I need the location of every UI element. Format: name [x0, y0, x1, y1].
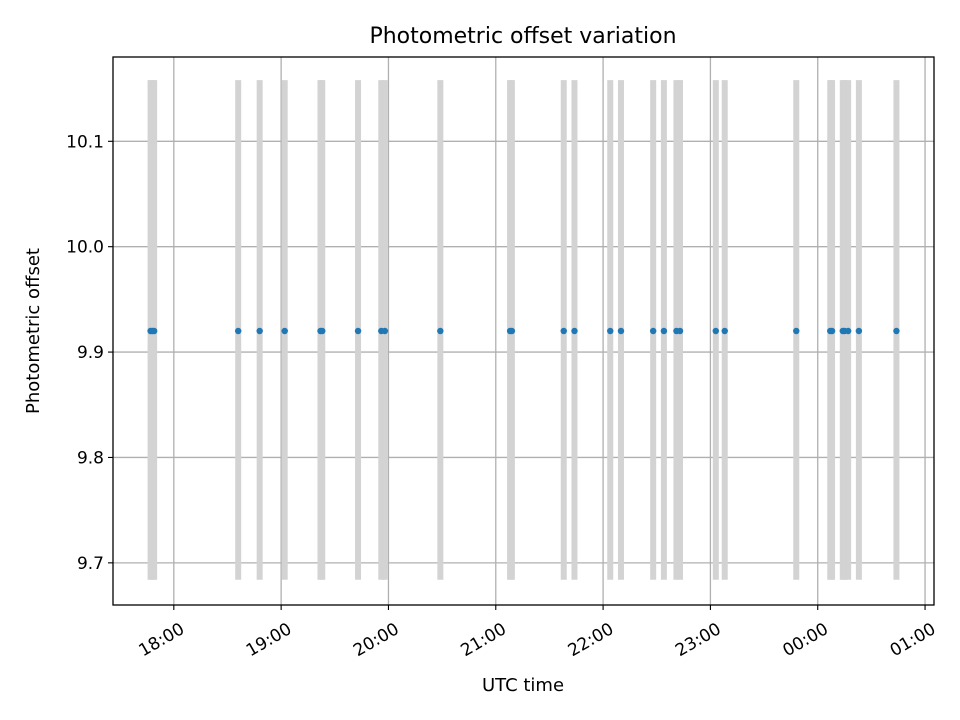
- chart-title: Photometric offset variation: [369, 24, 676, 49]
- y-tick-label: 10.1: [66, 132, 104, 152]
- data-point: [617, 327, 625, 335]
- data-point: [649, 327, 657, 335]
- data-point: [712, 327, 719, 335]
- y-axis-label: Photometric offset: [23, 248, 44, 414]
- data-point: [560, 327, 567, 335]
- tick-layer: 18:00 19:00 20:00 21:00 22:00 23:00 00:00 01:00…: [66, 132, 939, 661]
- data-point: [381, 327, 389, 335]
- data-point: [354, 327, 362, 335]
- data-point: [571, 327, 578, 335]
- x-tick-label: 18:00: [136, 619, 188, 661]
- data-point: [855, 327, 863, 335]
- data-point: [150, 327, 158, 335]
- data-point: [844, 327, 852, 335]
- data-point: [828, 327, 836, 335]
- data-point: [508, 327, 516, 335]
- data-point: [676, 327, 684, 335]
- data-point: [893, 327, 900, 335]
- data-point: [319, 327, 326, 335]
- x-tick-label: 00:00: [779, 619, 831, 661]
- y-tick-label: 10.0: [66, 238, 104, 258]
- x-tick-label: 23:00: [672, 619, 724, 661]
- x-tick-label: 01:00: [887, 619, 939, 661]
- x-tick-label: 20:00: [350, 619, 402, 661]
- x-axis-label: UTC time: [482, 675, 564, 696]
- data-point: [721, 327, 728, 335]
- data-point: [660, 327, 668, 335]
- data-point: [607, 327, 614, 335]
- y-tick-label: 9.9: [77, 343, 104, 363]
- x-tick-label: 21:00: [457, 619, 509, 661]
- x-tick-label: 19:00: [243, 619, 295, 661]
- data-point: [793, 327, 800, 335]
- data-point: [235, 327, 242, 335]
- plot-frame: [112, 56, 935, 606]
- point-layer: [147, 327, 900, 335]
- data-point: [256, 327, 263, 335]
- x-tick-label: 22:00: [565, 619, 617, 661]
- data-point: [437, 327, 444, 335]
- y-tick-label: 9.8: [77, 448, 104, 468]
- y-tick-label: 9.7: [77, 554, 104, 574]
- data-point: [281, 327, 288, 335]
